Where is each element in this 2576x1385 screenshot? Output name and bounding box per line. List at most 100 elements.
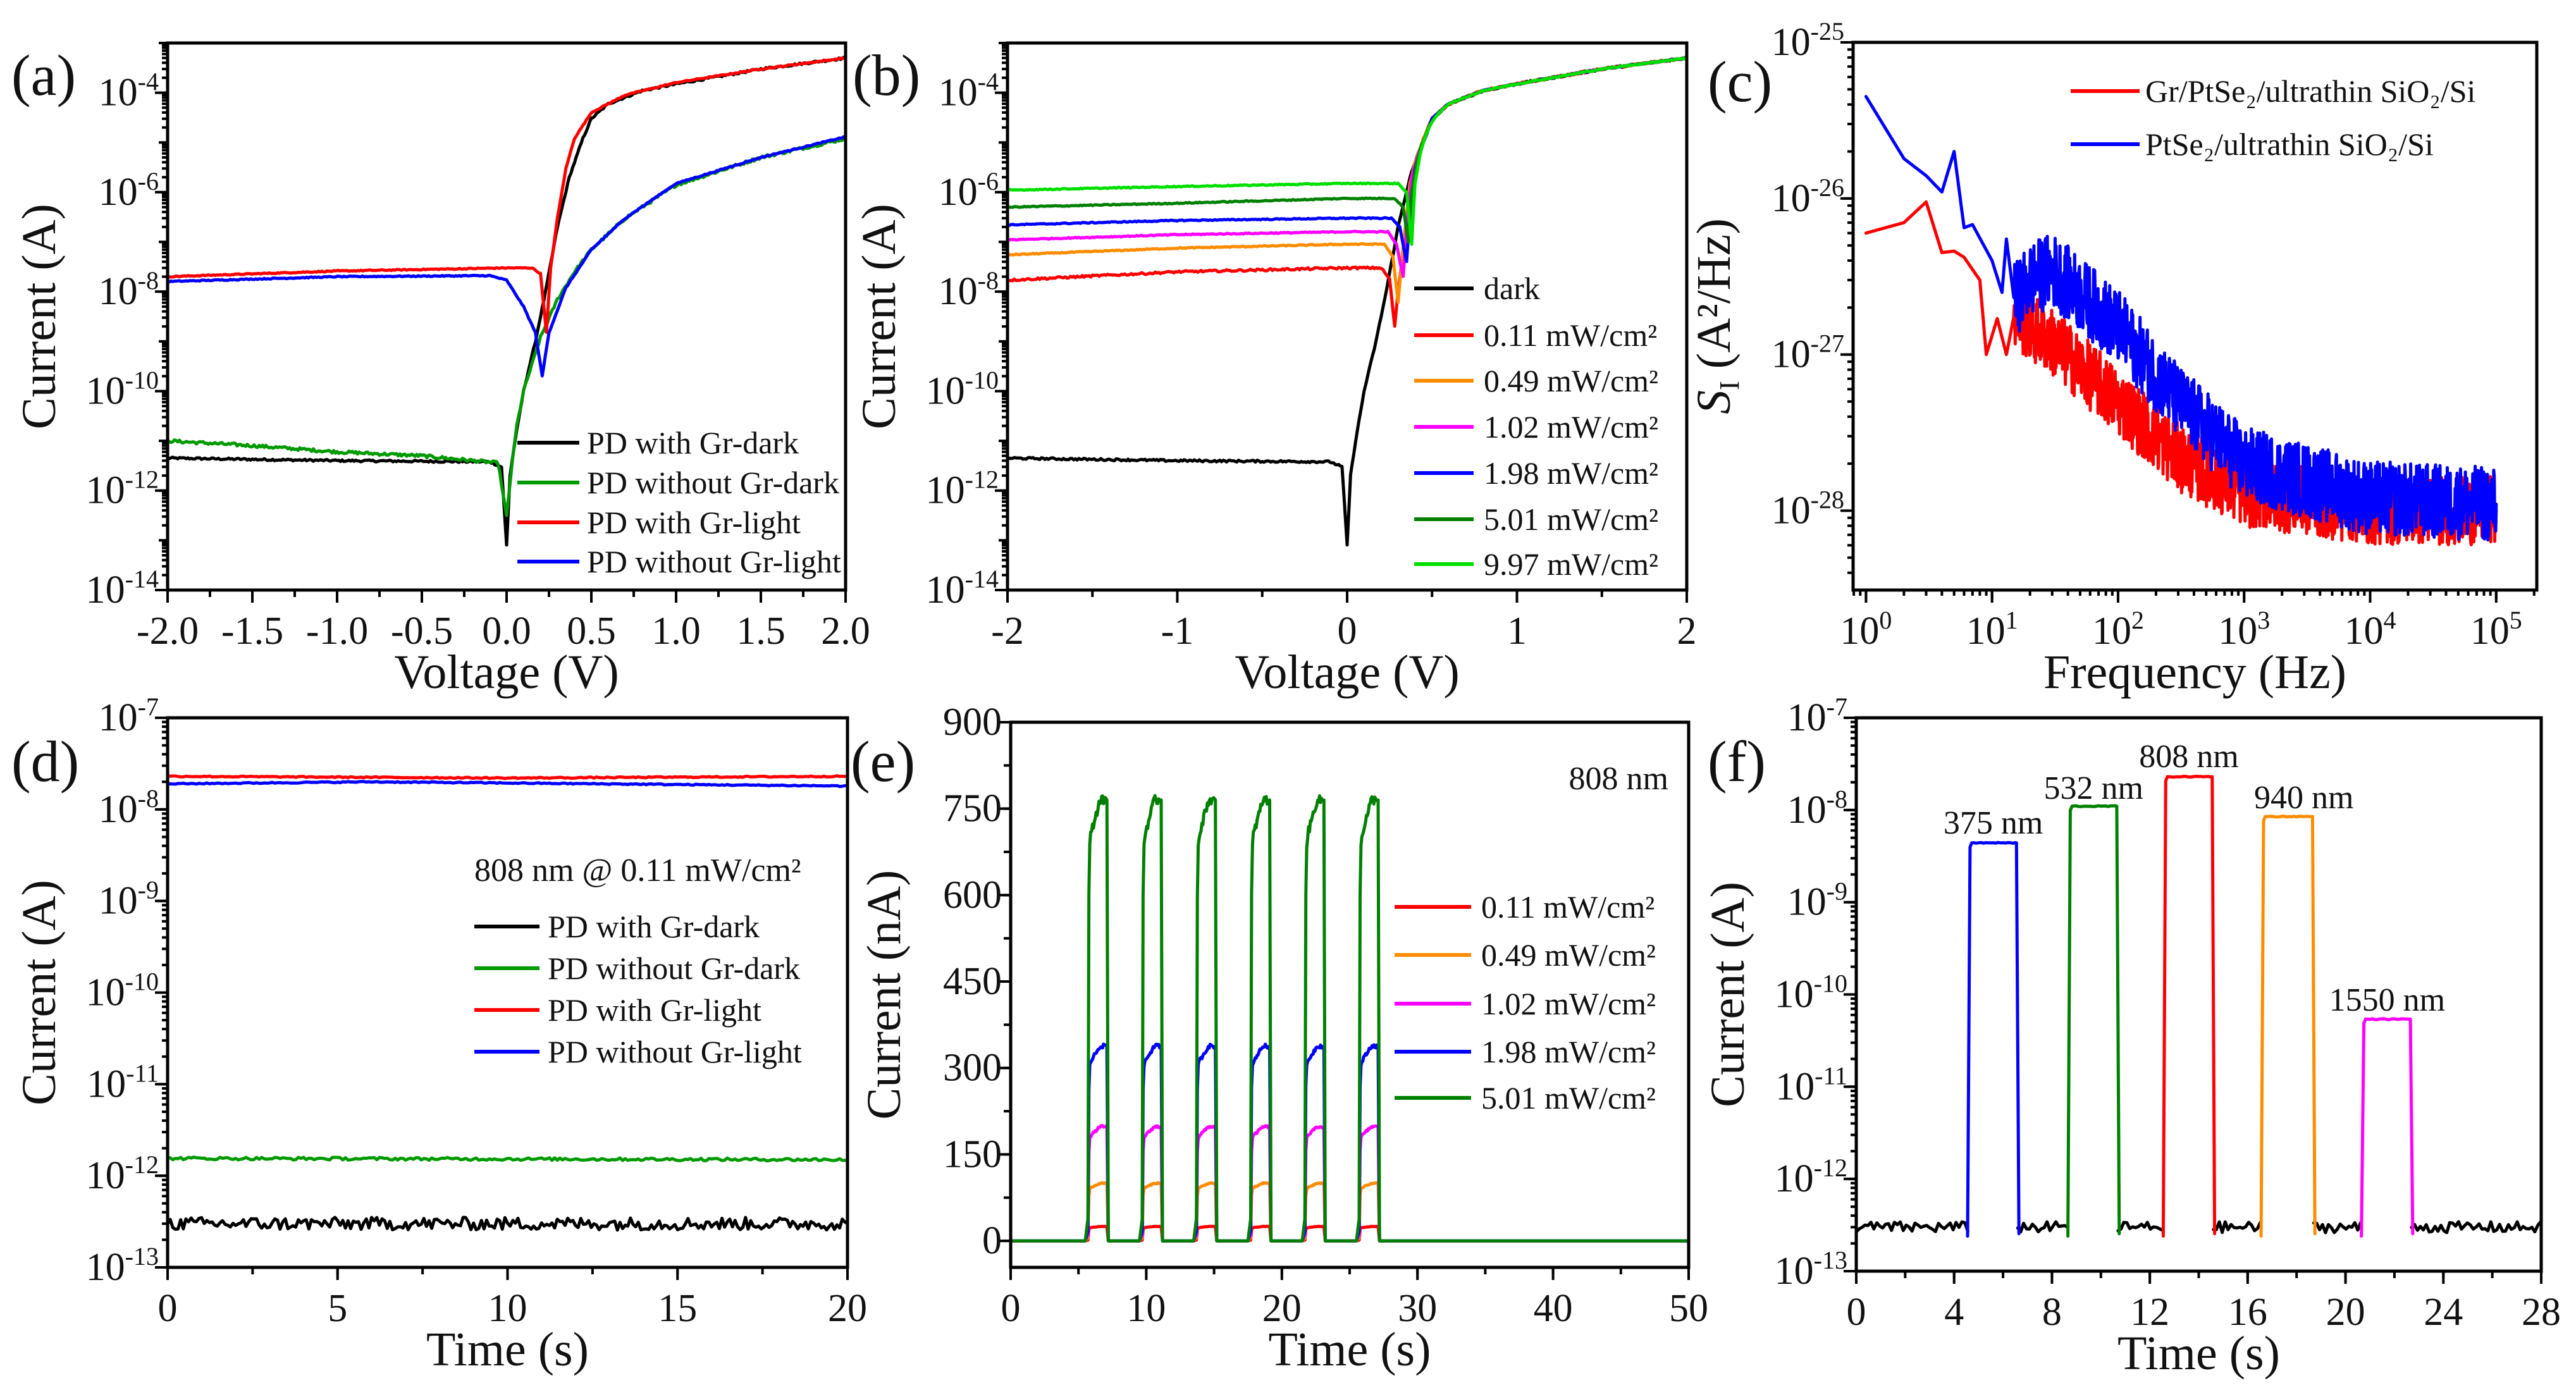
legend-label: PD with Gr-dark — [587, 425, 799, 460]
plot-frame — [1854, 716, 2543, 1273]
series-e-4 — [1011, 794, 1689, 1243]
y-tick-label: 10-14 — [86, 565, 159, 612]
y-tick-label: 10-25 — [1772, 17, 1844, 64]
x-axis-label: Voltage (V) — [1235, 646, 1459, 699]
y-tick-label: 10-8 — [1787, 785, 1847, 832]
legend-label: Gr/PtSe₂/ultrathin SiO₂/Si — [2145, 73, 2475, 109]
legend-label: 9.97 mW/cm² — [1484, 546, 1658, 582]
x-tick-label: 0 — [1847, 1291, 1866, 1334]
plot-frame — [166, 716, 849, 1269]
panel-d: 0 5 10 15 20 10-13 10-12 10-11 10-10 10-9 10-8 10-7… — [11, 692, 867, 1376]
panel-label: (d) — [11, 729, 79, 794]
series-a-3 — [168, 135, 846, 378]
x-axis-label: Voltage (V) — [394, 646, 619, 699]
series-b-6 — [1008, 56, 1687, 246]
x-axis-label: Time (s) — [426, 1323, 589, 1376]
x-tick-label: 103 — [2218, 606, 2270, 653]
x-tick-label: 104 — [2345, 606, 2396, 653]
legend-label: PD with Gr-light — [587, 505, 801, 540]
y-tick-label: 10-10 — [86, 968, 159, 1014]
pulse-1 — [2066, 804, 2121, 1238]
series-c-0 — [1864, 200, 2498, 546]
x-tick-label: -1.5 — [221, 610, 283, 653]
x-tick-label: 12 — [2130, 1291, 2169, 1334]
panel-label: (c) — [1708, 49, 1772, 114]
baseline-segment — [2116, 1221, 2164, 1233]
y-tick-label: 0 — [982, 1219, 1002, 1262]
y-tick-label: 10-12 — [86, 465, 159, 512]
y-tick-label: 10-10 — [1775, 970, 1847, 1016]
baseline-segment — [2212, 1220, 2262, 1234]
x-tick-label: 50 — [1669, 1287, 1708, 1330]
pulse-0 — [1966, 840, 2021, 1238]
y-tick-label: 10-8 — [99, 784, 159, 831]
pulse-3 — [2259, 815, 2317, 1238]
x-tick-label: 10 — [488, 1287, 527, 1330]
x-tick-label: -2.0 — [137, 610, 199, 653]
x-tick-label: 20 — [1262, 1287, 1302, 1330]
x-tick-label: 102 — [2092, 606, 2144, 653]
plot-area — [168, 774, 847, 1232]
x-tick-label: -1 — [1161, 610, 1194, 653]
x-tick-label: 15 — [658, 1287, 697, 1330]
y-tick-label: 10-7 — [99, 692, 159, 739]
y-tick-label: 10-14 — [926, 565, 999, 612]
plot-area — [1864, 95, 2498, 546]
series-d-3 — [168, 780, 847, 789]
series-b-5 — [1008, 56, 1687, 244]
y-tick-label: 10-12 — [86, 1150, 159, 1197]
series-d-1 — [168, 1155, 847, 1162]
x-tick-label: 20 — [2326, 1291, 2365, 1334]
y-tick-label: 150 — [943, 1133, 1002, 1176]
y-tick-label: 10-8 — [939, 266, 999, 313]
x-tick-label: 1.0 — [651, 610, 701, 653]
legend: PD with Gr-dark PD without Gr-dark PD with… — [517, 425, 841, 579]
y-tick-label: 10-12 — [926, 465, 999, 512]
panel-b: -2 -1 0 1 2 10-14 10-12 10-10 10-8 10-6 10-4 Voltag… — [853, 41, 1697, 699]
panel-label: (a) — [11, 43, 76, 108]
x-tick-label: 101 — [1966, 606, 2018, 653]
y-tick-label: 10-10 — [86, 366, 159, 412]
x-axis-label: Time (s) — [2117, 1327, 2280, 1380]
x-tick-label: 30 — [1398, 1287, 1437, 1330]
x-axis-label: Frequency (Hz) — [2043, 646, 2346, 699]
y-axis-label: SI (A²/Hz) — [1687, 218, 1745, 414]
y-tick-label: 10-6 — [939, 167, 999, 214]
y-tick-label: 10-28 — [1772, 485, 1844, 532]
y-tick-label: 10-4 — [99, 68, 159, 114]
y-tick-label: 10-27 — [1772, 329, 1844, 376]
x-tick-label: 40 — [1534, 1287, 1573, 1330]
legend: Gr/PtSe₂/ultrathin SiO₂/Si PtSe₂/ultrathi… — [2071, 73, 2475, 162]
legend-label: PtSe₂/ultrathin SiO₂/Si — [2145, 126, 2434, 162]
wavelength-label: 532 nm — [2043, 770, 2143, 806]
legend-label: 0.11 mW/cm² — [1481, 889, 1655, 925]
series-b-1 — [1008, 56, 1687, 328]
y-axis-label: Current (A) — [1701, 882, 1754, 1107]
y-tick-label: 450 — [943, 960, 1002, 1003]
legend: 0.11 mW/cm² 0.49 mW/cm² 1.02 mW/cm² 1.98 mW… — [1395, 889, 1656, 1116]
x-tick-label: -2 — [991, 610, 1024, 653]
plot-area — [1856, 774, 2541, 1238]
series-e-0 — [1011, 1224, 1689, 1243]
wavelength-label: 940 nm — [2254, 780, 2353, 816]
baseline-segment — [2016, 1220, 2069, 1234]
legend-label: 1.02 mW/cm² — [1481, 986, 1656, 1021]
y-tick-label: 10-6 — [99, 167, 159, 214]
y-tick-label: 900 — [943, 701, 1002, 744]
legend-label: 5.01 mW/cm² — [1484, 502, 1658, 537]
y-tick-label: 10-4 — [939, 68, 999, 114]
plot-frame — [1009, 720, 1691, 1269]
panel-e: 0 10 20 30 40 50 0 150 300 450 600 750 900 Time (s) Cu… — [851, 701, 1708, 1376]
legend-label: 1.02 mW/cm² — [1484, 409, 1658, 445]
legend-label: 0.49 mW/cm² — [1481, 937, 1656, 973]
y-tick-label: 10-26 — [1772, 173, 1844, 220]
plot-area — [168, 56, 846, 547]
baseline-segment — [2312, 1221, 2363, 1234]
series-c-1 — [1864, 95, 2498, 542]
y-axis-label: Current (nA) — [858, 870, 911, 1120]
x-tick-label: -1.0 — [306, 610, 368, 653]
y-tick-label: 10-9 — [1787, 877, 1847, 924]
legend-label: PD without Gr-light — [548, 1034, 802, 1069]
wavelength-label: 1550 nm — [2329, 982, 2445, 1018]
